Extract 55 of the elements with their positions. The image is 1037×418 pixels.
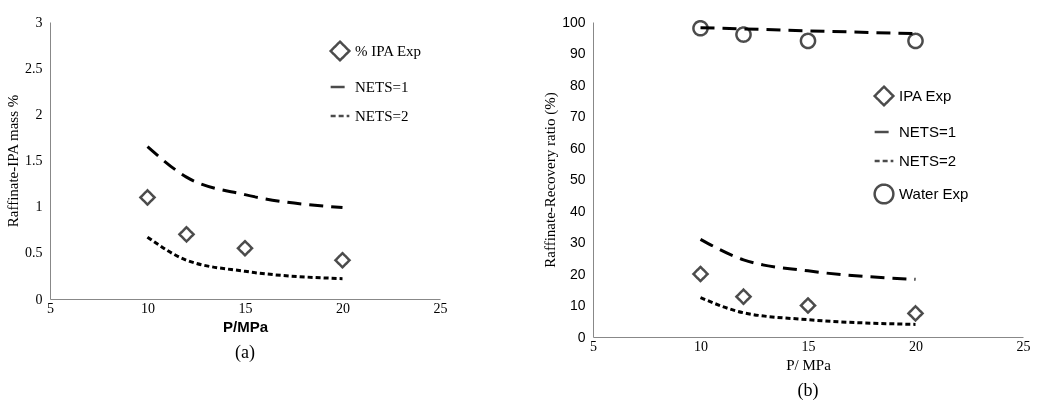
y-tick-label: 40 xyxy=(569,202,586,219)
line-series xyxy=(146,145,344,210)
y-tick-label: 60 xyxy=(569,139,586,156)
y-tick-label: 50 xyxy=(569,171,586,187)
x-tick-label: 5 xyxy=(47,300,54,316)
legend-label: NETS=2 xyxy=(899,152,957,169)
x-tick-label: 15 xyxy=(801,338,816,354)
legend-label: NETS=1 xyxy=(355,79,409,95)
y-tick-label: 1 xyxy=(35,199,43,215)
legend-label: NETS=2 xyxy=(355,108,409,124)
point xyxy=(799,32,817,50)
y-axis-title: Raffinate-IPA mass % xyxy=(5,94,21,228)
y-tick-label: 100 xyxy=(562,13,586,30)
legend-label: Water Exp xyxy=(899,185,969,202)
point xyxy=(139,189,156,206)
line-series xyxy=(699,237,917,281)
y-tick-label: 0 xyxy=(35,291,43,307)
point xyxy=(692,19,709,37)
y-tick-label: 1.5 xyxy=(25,153,43,168)
y-tick-label: 0.5 xyxy=(25,245,43,261)
y-tick-label: 90 xyxy=(569,45,586,61)
x-tick-label: 25 xyxy=(433,300,448,316)
x-tick-label: 15 xyxy=(238,300,253,316)
legend-label: NETS=1 xyxy=(899,123,957,140)
x-tick-label: 20 xyxy=(909,338,923,354)
y-tick-label: 2 xyxy=(35,106,43,122)
x-tick-label: 20 xyxy=(336,300,350,316)
x-tick-label: 10 xyxy=(694,338,708,354)
point xyxy=(907,305,924,322)
point xyxy=(178,226,195,243)
x-tick-label: 10 xyxy=(141,300,155,316)
x-axis-title: P/ MPa xyxy=(786,356,832,373)
y-axis-title: Raffinate-Recovery ratio (%) xyxy=(542,92,560,268)
y-tick-label: 3 xyxy=(35,14,43,30)
point xyxy=(907,32,924,50)
y-tick-label: 80 xyxy=(569,76,586,93)
x-tick-label: 5 xyxy=(590,338,597,354)
legend-label: IPA Exp xyxy=(899,87,952,104)
text: (a) xyxy=(235,342,255,363)
text: (b) xyxy=(797,380,819,401)
legend-label: % IPA Exp xyxy=(355,43,422,59)
line-series xyxy=(146,235,344,281)
point xyxy=(334,251,351,269)
point xyxy=(735,26,752,43)
y-tick-label: 2.5 xyxy=(25,60,43,76)
y-tick-label: 30 xyxy=(569,234,586,250)
point xyxy=(692,265,709,283)
x-tick-label: 25 xyxy=(1016,338,1031,354)
point xyxy=(236,239,254,257)
y-tick-label: 20 xyxy=(569,265,586,282)
point xyxy=(799,297,817,314)
point xyxy=(735,288,752,305)
x-axis-title: P/MPa xyxy=(222,317,269,335)
y-tick-label: 70 xyxy=(569,108,586,124)
y-tick-label: 0 xyxy=(577,328,586,345)
